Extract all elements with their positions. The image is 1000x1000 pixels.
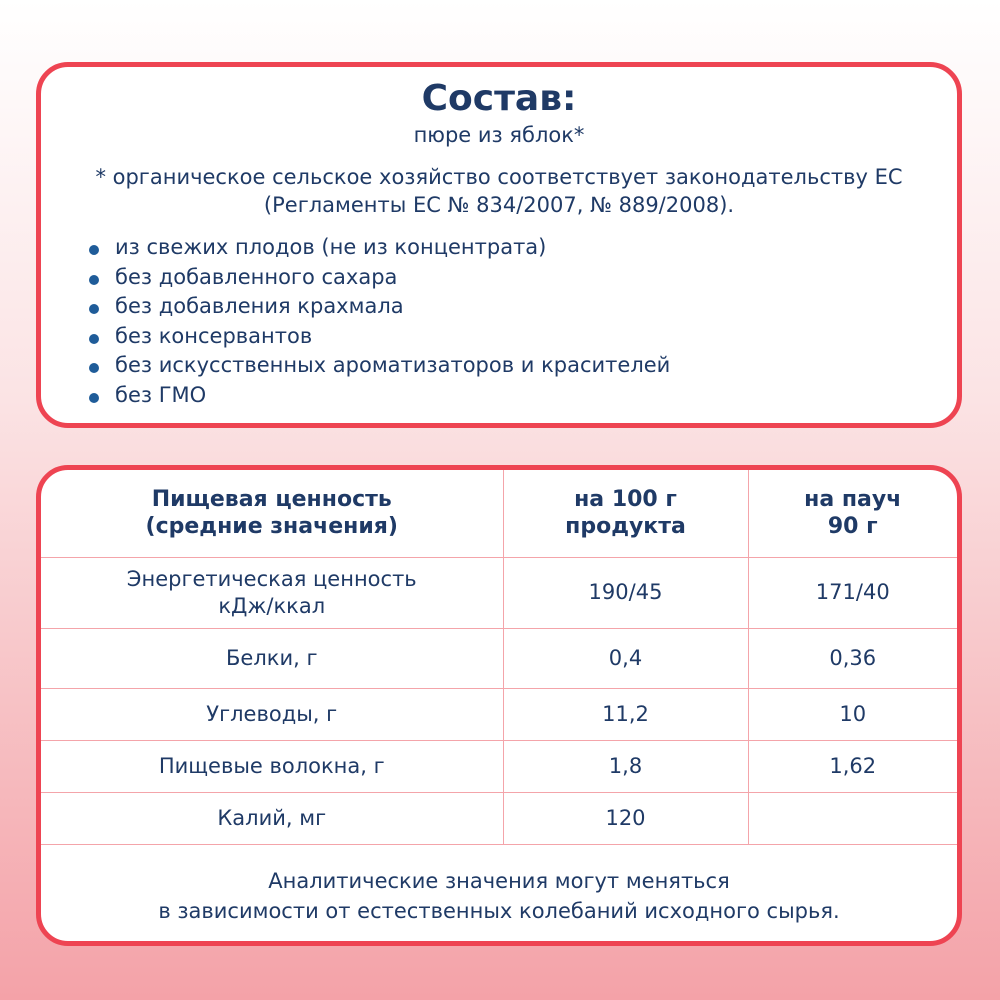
list-item: без добавленного сахара	[89, 263, 957, 293]
cell-per100: 1,8	[502, 739, 749, 793]
table-row: Калий, мг 120	[41, 791, 957, 845]
table-row: Белки, г 0,4 0,36	[41, 627, 957, 689]
list-item: без консервантов	[89, 322, 957, 352]
table-row: Углеводы, г 11,2 10	[41, 687, 957, 741]
disclaimer: Аналитические значения могут меняться в …	[41, 866, 957, 926]
list-item: без искусственных ароматизаторов и краси…	[89, 351, 957, 381]
header-cell: на пауч 90 г	[747, 470, 957, 558]
footnote-line: (Регламенты ЕС № 834/2007, № 889/2008).	[263, 193, 735, 217]
nutrition-table: Пищевая ценность (средние значения) на 10…	[41, 470, 957, 845]
list-item: без добавления крахмала	[89, 292, 957, 322]
cell-per-pouch: 1,62	[747, 739, 957, 793]
disclaimer-line: Аналитические значения могут меняться	[268, 868, 730, 893]
nutrition-card: Пищевая ценность (средние значения) на 10…	[36, 465, 962, 946]
cell-per-pouch: 171/40	[747, 556, 957, 629]
cell-per100: 190/45	[502, 556, 749, 629]
footnote-line: * органическое сельское хозяйство соотве…	[95, 165, 903, 189]
table-row: Энергетическая ценность кДж/ккал 190/45 1…	[41, 556, 957, 629]
header-cell: Пищевая ценность (средние значения)	[41, 470, 504, 558]
cell-name: Белки, г	[41, 627, 504, 689]
cell-name: Калий, мг	[41, 791, 504, 845]
list-item: из свежих плодов (не из концентрата)	[89, 233, 957, 263]
disclaimer-line: в зависимости от естественных колебаний …	[158, 898, 840, 923]
composition-card: Состав: пюре из яблок* * органическое се…	[36, 62, 962, 428]
cell-name: Углеводы, г	[41, 687, 504, 741]
cell-per-pouch: 10	[747, 687, 957, 741]
cell-per100: 0,4	[502, 627, 749, 689]
table-header: Пищевая ценность (средние значения) на 10…	[41, 470, 957, 558]
composition-title: Состав:	[421, 78, 577, 119]
cell-per100: 11,2	[502, 687, 749, 741]
feature-list: из свежих плодов (не из концентрата) без…	[89, 233, 957, 410]
ingredients: пюре из яблок*	[413, 123, 585, 147]
footnote: * органическое сельское хозяйство соотве…	[41, 163, 957, 219]
list-item: без ГМО	[89, 381, 957, 411]
cell-per-pouch: 0,36	[747, 627, 957, 689]
table-row: Пищевые волокна, г 1,8 1,62	[41, 739, 957, 793]
header-cell: на 100 г продукта	[502, 470, 749, 558]
cell-per100: 120	[502, 791, 749, 845]
cell-per-pouch	[747, 791, 957, 845]
cell-name: Пищевые волокна, г	[41, 739, 504, 793]
cell-name: Энергетическая ценность кДж/ккал	[41, 556, 504, 629]
